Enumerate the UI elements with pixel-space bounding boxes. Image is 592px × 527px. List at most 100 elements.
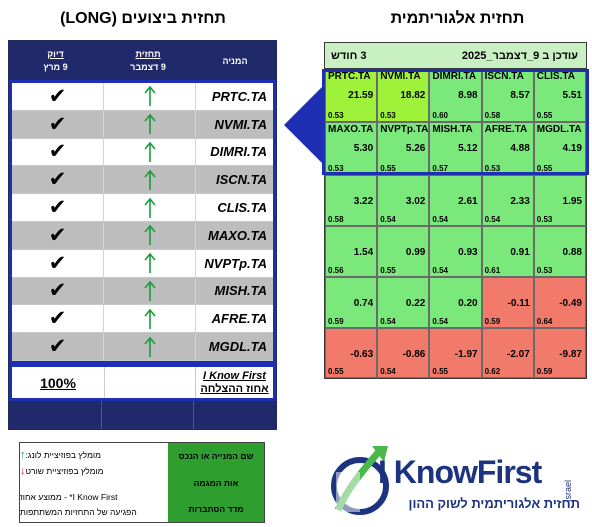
heatmap-grid: PRTC.TA 21.59 0.53 NVMI.TA 18.82 0.53 DIMRI.TA…	[325, 69, 586, 378]
heatmap-header: 3 חודש עודכן ב 9_דצמבר_2025	[325, 43, 586, 69]
heatmap-cell: 0.88 0.53	[533, 226, 586, 277]
performance-row: ✔ DIMRI.TA	[12, 138, 273, 167]
heatmap-accuracy: 0.55	[380, 164, 396, 173]
header-forecast-title: תחזית	[135, 49, 161, 59]
header-company-label: המניה	[222, 55, 248, 66]
performance-row: ✔ MAXO.TA	[12, 222, 273, 250]
success-label-text: אחוז ההצלחה	[200, 382, 269, 395]
heatmap-signal-value: 4.88	[510, 143, 530, 154]
heatmap-cell: 2.33 0.54	[481, 175, 534, 226]
heatmap-signal-value: 4.19	[562, 143, 582, 154]
heatmap-accuracy: 0.58	[328, 215, 344, 224]
heatmap-ticker: NVPTp.TA	[380, 124, 429, 135]
legend-short: מומלץ בפוזיציית שורט ↓	[20, 461, 168, 481]
legend-accuracy-line1: I Know First* - ממוצע אחוז	[20, 491, 168, 503]
heatmap-cell: ISCN.TA 8.57 0.58	[481, 69, 534, 122]
heatmap-accuracy: 0.55	[536, 164, 553, 173]
check-mark-icon: ✔	[12, 277, 104, 305]
check-mark-icon: ✔	[12, 83, 104, 110]
company-ticker: MGDL.TA	[208, 339, 267, 355]
heatmap-accuracy: 0.53	[536, 215, 553, 224]
check-mark-icon: ✔	[12, 333, 104, 360]
logo-tagline: תחזית אלגוריתמית לשוק ההון	[408, 496, 580, 511]
legend-accuracy-label-top: I Know First* - ממוצע אחוז	[20, 492, 118, 502]
heatmap-cell: -2.07 0.62	[481, 328, 534, 378]
performance-row: ✔ NVPTp.TA	[12, 249, 273, 278]
heatmap-accuracy: 0.55	[328, 367, 344, 376]
check-mark-icon: ✔	[12, 110, 104, 138]
red-down-arrow-icon: ↓	[20, 465, 26, 477]
heatmap-accuracy: 0.53	[536, 266, 553, 275]
performance-row: ✔ NVMI.TA	[12, 110, 273, 139]
heatmap-signal-value: 5.12	[458, 143, 478, 154]
footer-divider	[193, 401, 194, 429]
heatmap-accuracy: 0.55	[380, 266, 396, 275]
success-label-brand: I Know First	[203, 369, 266, 382]
heatmap-signal-value: 1.54	[353, 247, 374, 258]
heatmap-cell: NVMI.TA 18.82 0.53	[377, 69, 430, 122]
legend-key-asset: שם המנייה או הנכס	[178, 451, 254, 461]
forecast-up-arrow-icon	[104, 138, 196, 166]
performance-table-footer	[9, 401, 276, 429]
heatmap-signal-value: -0.49	[559, 298, 582, 309]
check-mark-icon: ✔	[12, 249, 104, 277]
performance-row: ✔ MGDL.TA	[12, 333, 273, 361]
forecast-up-arrow-icon	[104, 166, 196, 194]
heatmap-cell: NVPTp.TA 5.26 0.55	[377, 122, 430, 175]
heatmap-accuracy: 0.56	[328, 266, 344, 275]
heatmap-accuracy: 0.54	[380, 317, 396, 326]
heatmap-accuracy: 0.54	[380, 367, 396, 376]
forecast-up-arrow-icon	[104, 222, 196, 249]
heatmap-cell: 0.20 0.54	[429, 277, 482, 328]
heatmap-signal-value: 0.22	[405, 298, 426, 309]
heatmap-accuracy: 0.53	[380, 111, 396, 120]
forecast-up-arrow-icon	[104, 249, 196, 277]
heatmap-cell: CLIS.TA 5.51 0.55	[533, 69, 586, 122]
heatmap-signal-value: 21.59	[348, 90, 374, 101]
heatmap-signal-value: 8.57	[510, 90, 530, 101]
heatmap-cell: 0.99 0.55	[377, 226, 430, 277]
heatmap-accuracy: 0.54	[432, 266, 448, 275]
legend-short-label: מומלץ בפוזיציית שורט	[25, 466, 104, 476]
company-ticker: NVMI.TA	[214, 116, 267, 132]
heatmap-cell: 0.22 0.54	[377, 277, 430, 328]
heatmap-accuracy: 0.59	[484, 317, 501, 326]
header-forecast: תחזית 9 דצמבר	[102, 41, 194, 81]
heatmap-cell: MAXO.TA 5.30 0.53	[325, 122, 378, 175]
heatmap-signal-value: -0.86	[402, 349, 426, 360]
heatmap-accuracy: 0.53	[328, 164, 344, 173]
heatmap-accuracy: 0.61	[484, 266, 501, 275]
legend: מומלץ בפוזיציית לונג: ↑ מומלץ בפוזיציית …	[19, 442, 265, 523]
company-ticker: DIMRI.TA	[210, 144, 267, 160]
performance-table-header: דיוק 9 מרץ תחזית 9 דצמבר המניה	[9, 41, 276, 81]
heatmap-signal-value: 0.88	[562, 247, 582, 258]
heatmap-cell: 0.74 0.59	[325, 277, 378, 328]
heatmap-signal-value: 0.74	[353, 298, 374, 309]
heatmap-cell: 0.93 0.54	[429, 226, 482, 277]
company-ticker: ISCN.TA	[215, 172, 267, 188]
summary-empty-cell	[104, 367, 196, 398]
heatmap-signal-value: -1.97	[454, 349, 478, 360]
success-label: I Know First אחוז ההצלחה	[196, 367, 273, 398]
heatmap-signal-value: 0.93	[458, 247, 478, 258]
header-company: המניה	[194, 41, 276, 81]
heatmap-signal-value: 3.02	[405, 196, 426, 207]
heatmap-ticker: MGDL.TA	[536, 124, 582, 135]
company-ticker: PRTC.TA	[211, 88, 267, 104]
heatmap-accuracy: 0.55	[432, 367, 448, 376]
heatmap-accuracy: 0.54	[380, 215, 396, 224]
forecast-up-arrow-icon	[104, 333, 196, 360]
legend-accuracy-label: הפגיעה של התחזיות המשתתפות	[20, 507, 137, 517]
heatmap-cell: -0.63 0.55	[325, 328, 378, 378]
success-summary: 100% I Know First אחוז ההצלחה	[9, 364, 276, 401]
heatmap-cell: AFRE.TA 4.88 0.53	[481, 122, 534, 175]
heatmap-signal-value: 0.20	[458, 298, 478, 309]
forecast-up-arrow-icon	[104, 110, 196, 138]
heatmap-cell: MISH.TA 5.12 0.57	[429, 122, 482, 175]
heatmap-cell: PRTC.TA 21.59 0.53	[325, 69, 378, 122]
performance-row: ✔ MISH.TA	[12, 277, 273, 306]
performance-row: ✔ ISCN.TA	[12, 166, 273, 195]
heatmap-accuracy: 0.54	[484, 215, 501, 224]
legend-long: מומלץ בפוזיציית לונג: ↑	[20, 445, 168, 465]
heatmap-cell: -9.87 0.59	[533, 328, 586, 378]
